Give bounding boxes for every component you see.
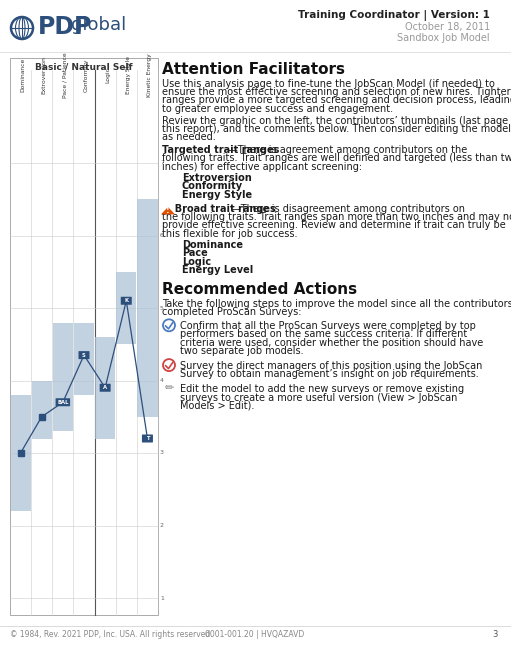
Bar [116, 272, 136, 344]
Text: Dominance: Dominance [182, 240, 243, 250]
Text: Conformity: Conformity [84, 58, 89, 92]
Polygon shape [161, 207, 175, 215]
FancyBboxPatch shape [100, 384, 111, 392]
Text: Attention Facilitators: Attention Facilitators [162, 62, 345, 77]
Text: two separate job models.: two separate job models. [180, 346, 304, 356]
Text: A: A [103, 385, 107, 391]
Text: Logic: Logic [105, 67, 110, 83]
Text: ensure the most effective screening and selection of new hires. Tighter: ensure the most effective screening and … [162, 87, 510, 97]
Text: Edit the model to add the new surveys or remove existing: Edit the model to add the new surveys or… [180, 385, 464, 394]
FancyBboxPatch shape [121, 297, 132, 304]
Text: Review the graphic on the left, the contributors’ thumbnails (last page of: Review the graphic on the left, the cont… [162, 116, 511, 126]
Text: Take the following steps to improve the model since all the contributors: Take the following steps to improve the … [162, 299, 511, 309]
Text: Recommended Actions: Recommended Actions [162, 282, 357, 297]
Text: © 1984, Rev. 2021 PDP, Inc. USA. All rights reserved.: © 1984, Rev. 2021 PDP, Inc. USA. All rig… [10, 630, 213, 639]
Text: Energy Style: Energy Style [126, 56, 131, 94]
Bar [10, 58, 158, 615]
Text: 0001-001.20 | HVQAZAVD: 0001-001.20 | HVQAZAVD [205, 630, 305, 639]
Text: this report), and the comments below. Then consider editing the model: this report), and the comments below. Th… [162, 124, 511, 134]
FancyBboxPatch shape [142, 434, 153, 443]
Bar [95, 337, 115, 439]
Bar [11, 395, 31, 511]
Text: 7: 7 [160, 160, 164, 166]
Text: global: global [71, 16, 126, 34]
Text: 4: 4 [160, 378, 164, 383]
Text: this flexible for job success.: this flexible for job success. [162, 229, 297, 239]
Text: —There is disagreement among contributors on: —There is disagreement among contributor… [231, 204, 465, 215]
Text: 3: 3 [493, 630, 498, 639]
Text: 5: 5 [160, 306, 164, 310]
Text: performers based on the same success criteria. If different: performers based on the same success cri… [180, 329, 467, 340]
Text: !: ! [166, 206, 170, 215]
Bar [32, 381, 52, 439]
Text: T: T [146, 436, 149, 441]
Text: completed ProScan Surveys:: completed ProScan Surveys: [162, 307, 301, 317]
Text: Confirm that all the ProScan Surveys were completed by top: Confirm that all the ProScan Surveys wer… [180, 321, 476, 331]
Bar [74, 323, 94, 395]
Text: Dominance: Dominance [20, 58, 26, 92]
Text: ranges provide a more targeted screening and decision process, leading: ranges provide a more targeted screening… [162, 95, 511, 106]
Bar [137, 200, 157, 417]
Text: —There is agreement among contributors on the: —There is agreement among contributors o… [228, 145, 468, 155]
Text: to greater employee success and engagement.: to greater employee success and engageme… [162, 104, 393, 113]
Text: surveys to create a more useful version (View > JobScan: surveys to create a more useful version … [180, 393, 457, 403]
Text: Survey to obtain management’s insight on job requirements.: Survey to obtain management’s insight on… [180, 369, 479, 379]
Text: Use this analysis page to fine-tune the JobScan Model (if needed) to: Use this analysis page to fine-tune the … [162, 79, 495, 89]
FancyBboxPatch shape [79, 351, 89, 359]
Text: Energy Style: Energy Style [182, 190, 252, 200]
Text: K: K [124, 298, 128, 303]
FancyBboxPatch shape [56, 398, 70, 406]
Text: Sandbox Job Model: Sandbox Job Model [398, 33, 490, 43]
Text: BAL: BAL [57, 400, 68, 405]
Text: Training Coordinator | Version: 1: Training Coordinator | Version: 1 [298, 10, 490, 21]
Text: Targeted trait ranges: Targeted trait ranges [162, 145, 280, 155]
Text: as needed.: as needed. [162, 132, 216, 142]
Text: ✏: ✏ [165, 383, 174, 394]
Text: the following traits. Trait ranges span more than two inches and may not: the following traits. Trait ranges span … [162, 213, 511, 222]
Text: Pace: Pace [182, 248, 208, 258]
Text: October 18, 2011: October 18, 2011 [405, 22, 490, 32]
Text: Models > Edit).: Models > Edit). [180, 401, 254, 411]
Text: inches) for effective applicant screening:: inches) for effective applicant screenin… [162, 162, 362, 171]
Text: 2: 2 [160, 523, 164, 528]
Text: Extroversion: Extroversion [42, 56, 47, 94]
Text: 1: 1 [160, 595, 164, 600]
Text: 3: 3 [160, 451, 164, 456]
Text: Broad trait ranges: Broad trait ranges [168, 204, 276, 215]
Text: Logic: Logic [182, 257, 211, 267]
Text: criteria were used, consider whether the position should have: criteria were used, consider whether the… [180, 338, 483, 348]
Text: provide effective screening. Review and determine if trait can truly be: provide effective screening. Review and … [162, 220, 506, 231]
Text: 6: 6 [160, 233, 164, 238]
Text: PDP: PDP [38, 15, 92, 39]
Text: Extroversion: Extroversion [182, 173, 252, 183]
Text: Conformity: Conformity [182, 181, 243, 191]
Text: Kinetic Energy: Kinetic Energy [148, 53, 152, 96]
Text: following traits. Trait ranges are well defined and targeted (less than two: following traits. Trait ranges are well … [162, 153, 511, 164]
Text: Basic / Natural Self: Basic / Natural Self [35, 63, 133, 72]
Text: Survey the direct managers of this position using the JobScan: Survey the direct managers of this posit… [180, 361, 482, 371]
Text: Pace / Patience: Pace / Patience [63, 52, 68, 98]
Bar [53, 323, 73, 431]
Text: S: S [82, 353, 86, 358]
Text: Energy Level: Energy Level [182, 265, 253, 275]
